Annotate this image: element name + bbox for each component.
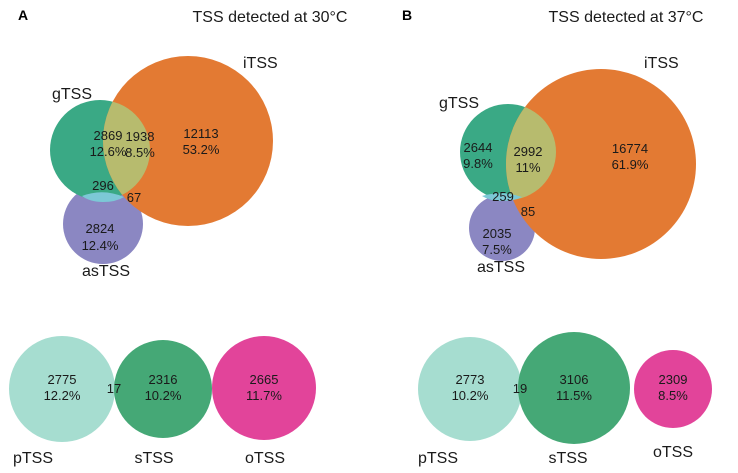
gtss-itss-pct-30: 8.5% [125, 145, 155, 160]
ptss-stss-count-30: 17 [107, 381, 121, 396]
astss-label-37: asTSS [477, 259, 525, 276]
otss-pct-37: 8.5% [658, 388, 688, 403]
panel-letter-b: B [402, 7, 412, 23]
astss-circle-30 [63, 184, 143, 264]
stss-count-37: 3106 [560, 372, 589, 387]
stss-pct-30: 10.2% [145, 388, 182, 403]
gtss-itss-pct-37: 11% [515, 160, 540, 175]
panel-letter-a: A [18, 7, 28, 23]
ptss-stss-count-37: 19 [513, 381, 527, 396]
ptss-circle-37 [418, 337, 522, 441]
gtss-pct-37: 9.8% [463, 156, 493, 171]
gtss-astss-overlap-30 [82, 192, 124, 202]
ptss-circle-30 [9, 336, 115, 442]
ptss-count-37: 2773 [456, 372, 485, 387]
otss-label-30: oTSS [245, 450, 285, 467]
gtss-astss-count-30: 296 [92, 178, 114, 193]
astss-count-37: 2035 [483, 226, 512, 241]
itss-pct-37: 61.9% [612, 157, 649, 172]
astss-count-30: 2824 [86, 221, 115, 236]
gtss-astss-count-37: 259 [492, 189, 514, 204]
otss-circle-37 [634, 350, 712, 428]
panel-b-title: TSS detected at 37°C [549, 9, 704, 26]
panel-a: A TSS detected at 30°C iTSS gTSS 2869 12… [9, 7, 347, 467]
ptss-label-37: pTSS [418, 450, 458, 467]
panel-a-title: TSS detected at 30°C [193, 9, 348, 26]
stss-count-30: 2316 [149, 372, 178, 387]
itss-pct-30: 53.2% [183, 142, 220, 157]
stss-label-37: sTSS [548, 450, 587, 467]
stss-pct-37: 11.5% [556, 388, 592, 403]
itss-astss-count-30: 67 [127, 190, 141, 205]
astss-circle-37 [469, 195, 535, 261]
itss-label-37: iTSS [644, 55, 679, 72]
ptss-pct-37: 10.2% [452, 388, 489, 403]
ptss-pct-30: 12.2% [44, 388, 81, 403]
otss-count-30: 2665 [250, 372, 279, 387]
otss-count-37: 2309 [659, 372, 688, 387]
gtss-pct-30: 12.6% [90, 144, 127, 159]
otss-circle-30 [212, 336, 316, 440]
itss-circle-37 [506, 69, 696, 259]
astss-pct-30: 12.4% [82, 238, 119, 253]
stss-label-30: sTSS [134, 450, 173, 467]
stss-circle-30 [114, 340, 212, 438]
itss-count-30: 12113 [183, 126, 218, 141]
panel-b: B TSS detected at 37°C iTSS gTSS 2644 9.… [402, 7, 712, 467]
gtss-count-30: 2869 [94, 128, 123, 143]
stss-circle-37 [518, 332, 630, 444]
ptss-count-30: 2775 [48, 372, 77, 387]
gtss-astss-overlap-37 [482, 193, 522, 201]
itss-circle-30 [103, 56, 273, 226]
itss-count-37: 16774 [612, 141, 648, 156]
otss-label-37: oTSS [653, 444, 693, 461]
gtss-label-37: gTSS [439, 95, 479, 112]
astss-pct-37: 7.5% [482, 242, 512, 257]
gtss-itss-count-30: 1938 [126, 129, 155, 144]
gtss-count-37: 2644 [464, 140, 493, 155]
astss-label-30: asTSS [82, 263, 130, 280]
gtss-itss-count-37: 2992 [514, 144, 543, 159]
ptss-label-30: pTSS [13, 450, 53, 467]
itss-astss-count-37: 85 [521, 204, 535, 219]
otss-pct-30: 11.7% [246, 388, 282, 403]
gtss-label-30: gTSS [52, 86, 92, 103]
itss-label-30: iTSS [243, 55, 278, 72]
